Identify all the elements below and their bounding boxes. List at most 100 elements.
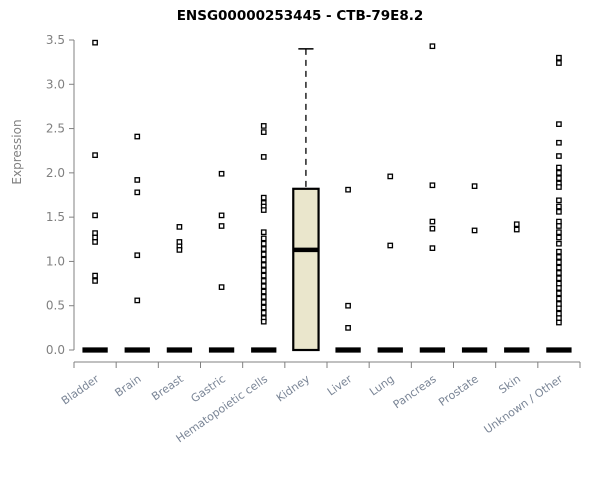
- outlier-point: [260, 240, 267, 247]
- outlier-point: [556, 54, 562, 61]
- outlier-point: [260, 272, 267, 279]
- outlier-point: [92, 212, 98, 219]
- y-tick-label: 3.5: [46, 33, 65, 47]
- outlier-point: [556, 248, 562, 255]
- outlier-point: [556, 301, 562, 307]
- outlier-point: [556, 285, 562, 291]
- outlier-point: [387, 242, 394, 249]
- outlier-point: [556, 270, 562, 276]
- outlier-point: [176, 224, 183, 230]
- outlier-point: [556, 139, 562, 146]
- outlier-point: [556, 208, 562, 215]
- outlier-point: [260, 304, 267, 311]
- box-group: [419, 43, 446, 353]
- outlier-point: [556, 203, 562, 210]
- y-tick-label: 2.0: [46, 166, 65, 180]
- x-tick-label: Lung: [367, 372, 396, 398]
- outlier-point: [218, 223, 225, 229]
- box-group: [292, 48, 320, 352]
- outlier-point: [92, 152, 98, 158]
- x-axis: [73, 361, 581, 368]
- outlier-point: [92, 234, 98, 241]
- x-tick-label: Pancreas: [391, 372, 439, 411]
- outlier-point: [387, 173, 394, 180]
- box-group: [208, 170, 235, 353]
- outlier-point: [260, 129, 267, 135]
- outlier-point: [556, 197, 562, 204]
- box-group: [335, 186, 361, 353]
- box-group: [546, 54, 572, 353]
- y-tick-label: 1.5: [46, 210, 65, 224]
- outlier-point: [429, 225, 436, 232]
- box-group: [166, 224, 193, 353]
- y-tick-label: 0.5: [46, 299, 65, 313]
- outlier-point: [260, 294, 267, 300]
- outlier-point: [471, 183, 478, 189]
- outlier-point: [260, 235, 267, 242]
- outlier-point: [556, 223, 562, 229]
- outlier-point: [92, 278, 98, 284]
- box-group: [251, 123, 277, 353]
- outlier-point: [345, 186, 351, 193]
- x-tick-label: Prostate: [436, 372, 481, 409]
- outlier-point: [176, 247, 183, 253]
- outlier-point: [260, 309, 267, 316]
- outlier-point: [260, 123, 267, 129]
- box-group: [461, 183, 488, 353]
- page-title: ENSG00000253445 - CTB-79E8.2: [176, 8, 424, 24]
- outlier-point: [513, 226, 520, 233]
- outlier-point: [260, 283, 267, 290]
- outlier-point: [556, 259, 562, 266]
- outlier-point: [218, 284, 225, 290]
- outlier-point: [556, 60, 562, 66]
- y-tick-label: 1.0: [46, 254, 65, 268]
- x-tick-label: Bladder: [59, 372, 102, 407]
- outlier-point: [345, 325, 351, 331]
- box-group: [82, 39, 108, 353]
- outlier-point: [556, 121, 562, 127]
- outlier-point: [556, 175, 562, 182]
- outlier-point: [260, 262, 267, 268]
- outlier-point: [260, 278, 267, 284]
- outlier-point: [556, 295, 562, 302]
- outlier-point: [556, 319, 562, 326]
- outlier-point: [429, 218, 436, 225]
- outlier-point: [345, 302, 351, 309]
- outlier-point: [556, 218, 562, 225]
- outlier-point: [556, 184, 562, 190]
- outlier-point: [556, 310, 562, 317]
- outlier-point: [134, 297, 141, 304]
- outlier-point: [260, 154, 267, 160]
- outlier-point: [429, 43, 436, 50]
- box-group: [377, 173, 403, 353]
- box-body: [292, 187, 320, 352]
- outlier-point: [134, 133, 141, 140]
- outlier-point: [260, 299, 267, 306]
- outlier-point: [556, 153, 562, 159]
- outlier-point: [556, 164, 562, 171]
- outlier-point: [556, 170, 562, 176]
- outlier-point: [134, 252, 141, 259]
- outlier-point: [92, 272, 98, 279]
- outlier-point: [92, 39, 98, 46]
- outlier-point: [556, 275, 562, 282]
- y-tick-label: 0.0: [46, 343, 65, 357]
- outlier-point: [134, 189, 141, 196]
- outlier-point: [556, 240, 562, 247]
- x-tick-label: Breast: [149, 372, 186, 403]
- outlier-point: [260, 207, 267, 213]
- outlier-point: [260, 267, 267, 274]
- outlier-point: [92, 230, 98, 236]
- x-tick-label: Kidney: [274, 372, 313, 404]
- outlier-point: [260, 318, 267, 325]
- x-tick-label: Liver: [325, 372, 355, 398]
- outlier-point: [260, 246, 267, 252]
- outlier-point: [92, 239, 98, 245]
- box-group: [124, 133, 150, 353]
- outlier-point: [260, 288, 267, 295]
- x-tick-label: Brain: [112, 372, 143, 399]
- outlier-point: [513, 221, 520, 228]
